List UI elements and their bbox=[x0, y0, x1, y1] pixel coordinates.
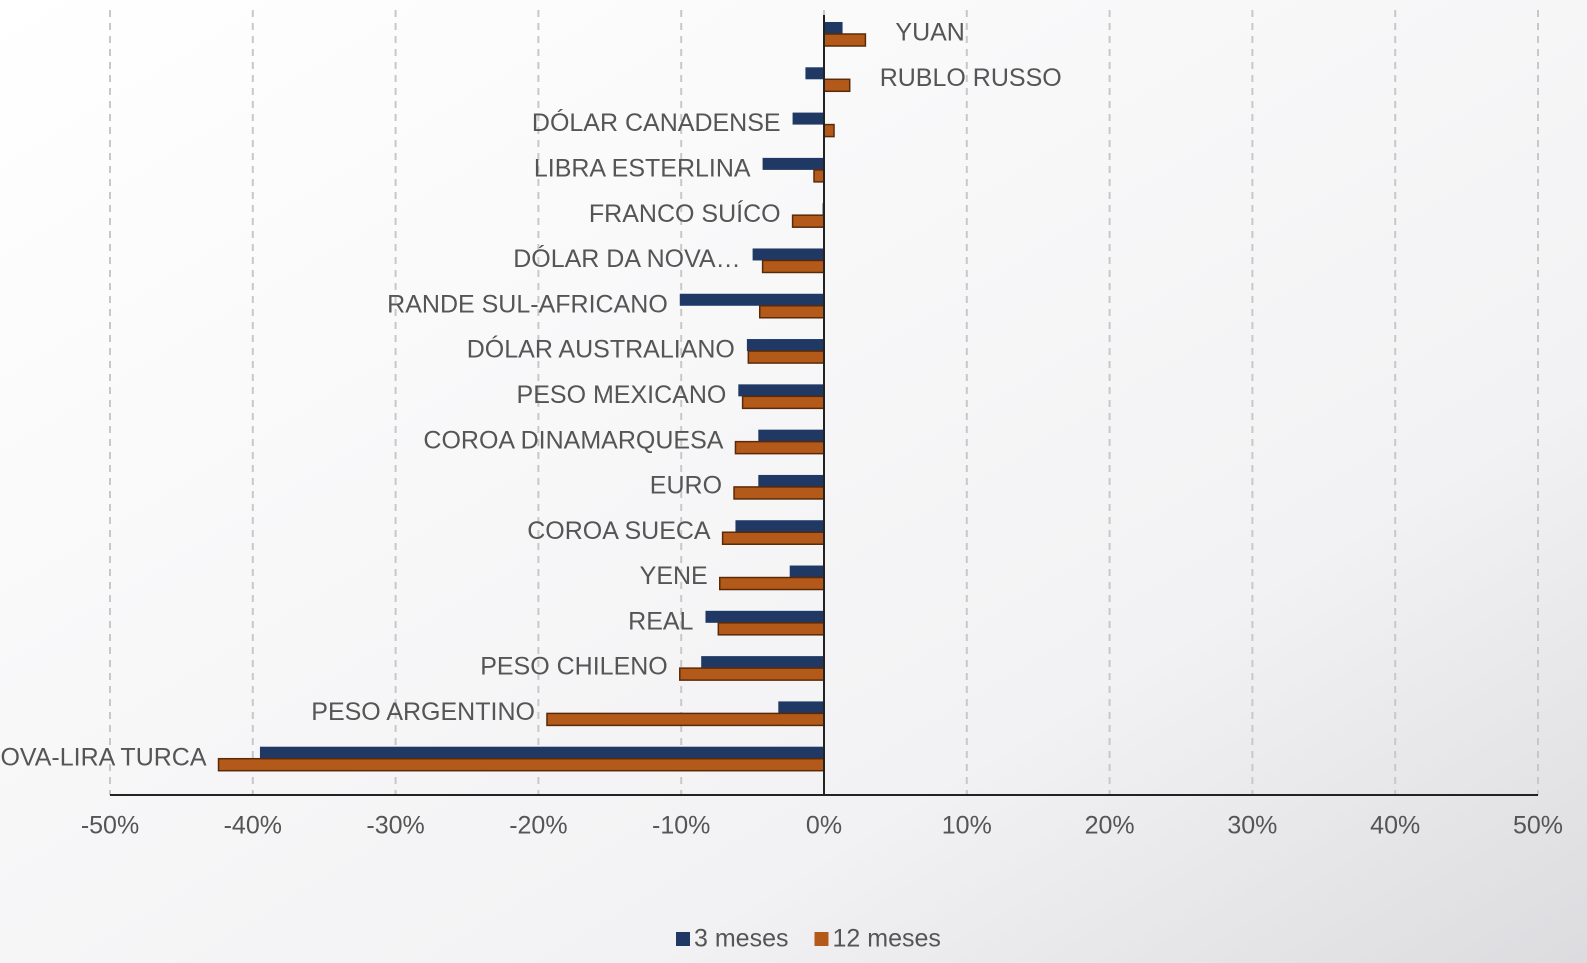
x-tick-label: -40% bbox=[224, 812, 282, 840]
bar bbox=[734, 440, 825, 455]
category-label: RUBLO RUSSO bbox=[880, 64, 1062, 92]
category-label: DÓLAR CANADENSE bbox=[532, 108, 781, 137]
bar bbox=[746, 339, 824, 352]
x-tick-label: -20% bbox=[509, 812, 567, 840]
bar bbox=[719, 576, 825, 591]
bar bbox=[824, 22, 843, 34]
bar bbox=[752, 248, 824, 261]
category-label: YUAN bbox=[895, 19, 964, 47]
bar bbox=[735, 520, 824, 533]
category-label: FRANCO SUÍCO bbox=[589, 199, 781, 228]
bar bbox=[823, 33, 867, 47]
x-tick-label: -30% bbox=[366, 812, 424, 840]
bar bbox=[217, 757, 825, 772]
category-label: PESO CHILENO bbox=[480, 653, 668, 681]
category-label: DÓLAR DA NOVA… bbox=[513, 244, 740, 273]
x-tick-label: 10% bbox=[942, 812, 992, 840]
bar bbox=[758, 305, 825, 319]
legend-swatch bbox=[814, 932, 829, 946]
bar bbox=[679, 667, 825, 681]
x-tick-label: 30% bbox=[1227, 812, 1277, 840]
category-label: COROA DINAMARQUESA bbox=[423, 426, 723, 454]
bar bbox=[717, 622, 825, 636]
bar bbox=[546, 712, 825, 727]
x-tick-label: -10% bbox=[652, 812, 710, 840]
bar bbox=[741, 395, 825, 410]
bar bbox=[778, 701, 824, 714]
category-label: RANDE SUL-AFRICANO bbox=[387, 290, 668, 318]
bar bbox=[705, 610, 824, 623]
bar bbox=[679, 293, 824, 306]
bar bbox=[259, 746, 824, 759]
category-label: PESO MEXICANO bbox=[517, 381, 727, 409]
x-tick-label: -50% bbox=[81, 812, 139, 840]
legend-swatch bbox=[676, 932, 690, 946]
category-label: YENE bbox=[640, 562, 708, 590]
category-label: DÓLAR AUSTRALIANO bbox=[467, 335, 735, 364]
x-tick-label: 0% bbox=[806, 812, 842, 840]
category-label: LIBRA ESTERLINA bbox=[534, 154, 751, 182]
bar bbox=[823, 78, 851, 93]
bar bbox=[789, 565, 824, 578]
legend-label: 12 meses bbox=[832, 925, 940, 953]
category-label: REAL bbox=[628, 607, 693, 635]
x-tick-label: 50% bbox=[1513, 812, 1563, 840]
bar bbox=[733, 486, 825, 500]
x-tick-label: 40% bbox=[1370, 812, 1420, 840]
bar bbox=[823, 123, 835, 138]
bar bbox=[758, 429, 824, 442]
category-label: COROA SUECA bbox=[527, 517, 711, 545]
category-label: PESO ARGENTINO bbox=[311, 698, 535, 726]
category-label: EURO bbox=[650, 472, 722, 500]
category-label: NOVA-LIRA TURCA bbox=[0, 743, 207, 771]
bar bbox=[747, 350, 825, 364]
bar bbox=[805, 67, 824, 80]
bar bbox=[762, 157, 824, 170]
bar bbox=[792, 112, 824, 125]
bar bbox=[791, 214, 825, 228]
legend-label: 3 meses bbox=[694, 925, 788, 953]
x-tick-label: 20% bbox=[1085, 812, 1135, 840]
bar bbox=[813, 169, 825, 183]
bar bbox=[761, 259, 825, 274]
bar bbox=[721, 531, 825, 545]
bar bbox=[701, 656, 824, 669]
bar bbox=[758, 474, 824, 487]
bar bbox=[738, 384, 824, 397]
